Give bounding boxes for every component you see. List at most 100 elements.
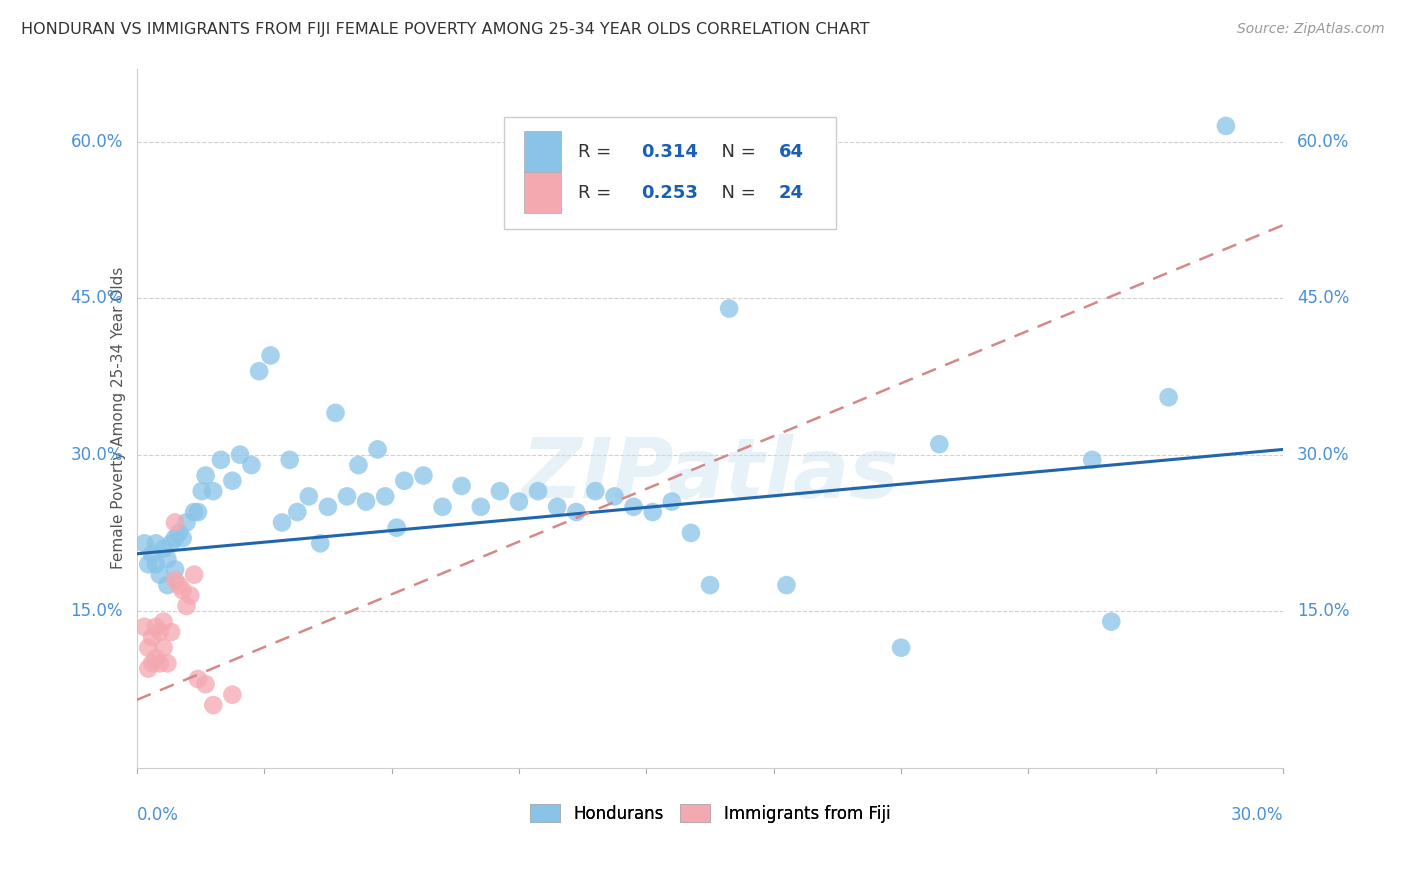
Point xyxy=(623,500,645,514)
Point xyxy=(450,479,472,493)
Point xyxy=(278,453,301,467)
Point xyxy=(679,525,702,540)
Point xyxy=(145,536,167,550)
Text: 45.0%: 45.0% xyxy=(1296,289,1350,307)
Point xyxy=(160,625,183,640)
Point xyxy=(298,489,321,503)
Point xyxy=(141,657,163,671)
Point xyxy=(699,578,721,592)
Text: HONDURAN VS IMMIGRANTS FROM FIJI FEMALE POVERTY AMONG 25-34 YEAR OLDS CORRELATIO: HONDURAN VS IMMIGRANTS FROM FIJI FEMALE … xyxy=(21,22,869,37)
Text: N =: N = xyxy=(710,144,762,161)
Point xyxy=(1215,119,1237,133)
Point xyxy=(156,552,179,566)
Point xyxy=(271,516,294,530)
Point xyxy=(136,640,159,655)
Text: ZIPatlas: ZIPatlas xyxy=(522,434,898,515)
Point xyxy=(163,531,186,545)
Point xyxy=(565,505,588,519)
Point xyxy=(354,494,377,508)
Point xyxy=(489,484,512,499)
Point xyxy=(149,567,172,582)
Point xyxy=(172,583,194,598)
Point xyxy=(145,558,167,572)
Text: Source: ZipAtlas.com: Source: ZipAtlas.com xyxy=(1237,22,1385,37)
Point xyxy=(775,578,797,592)
Point xyxy=(136,558,159,572)
Text: 60.0%: 60.0% xyxy=(70,133,124,151)
Point xyxy=(152,615,174,629)
Point xyxy=(336,489,359,503)
Point xyxy=(145,620,167,634)
Point xyxy=(134,536,156,550)
Point xyxy=(325,406,347,420)
Text: 64: 64 xyxy=(779,144,804,161)
Text: R =: R = xyxy=(578,184,617,202)
Text: 0.0%: 0.0% xyxy=(136,806,179,824)
Point xyxy=(141,630,163,644)
Point xyxy=(179,589,201,603)
Text: 60.0%: 60.0% xyxy=(1296,133,1350,151)
Point xyxy=(167,525,190,540)
Point xyxy=(394,474,416,488)
Point xyxy=(1157,390,1180,404)
Point xyxy=(194,677,217,691)
Point xyxy=(176,516,198,530)
Text: 0.253: 0.253 xyxy=(641,184,699,202)
Point xyxy=(145,651,167,665)
Point xyxy=(163,562,186,576)
Text: R =: R = xyxy=(578,144,617,161)
Point xyxy=(152,541,174,556)
Text: 0.314: 0.314 xyxy=(641,144,699,161)
Point xyxy=(508,494,530,508)
Point xyxy=(202,698,225,712)
Point xyxy=(134,620,156,634)
Point xyxy=(167,578,190,592)
Point xyxy=(527,484,550,499)
Point xyxy=(152,640,174,655)
Point xyxy=(367,442,389,457)
Point xyxy=(603,489,626,503)
Point xyxy=(209,453,232,467)
Point xyxy=(194,468,217,483)
Text: 24: 24 xyxy=(779,184,804,202)
Point xyxy=(187,505,209,519)
Point xyxy=(191,484,214,499)
Point xyxy=(928,437,950,451)
Point xyxy=(156,578,179,592)
Point xyxy=(229,448,252,462)
Point xyxy=(470,500,492,514)
Point xyxy=(221,474,243,488)
Point xyxy=(163,516,186,530)
Point xyxy=(163,573,186,587)
Point xyxy=(309,536,332,550)
Point xyxy=(546,500,568,514)
Point xyxy=(160,536,183,550)
Point xyxy=(1081,453,1104,467)
Point xyxy=(149,657,172,671)
Point xyxy=(259,349,281,363)
Point xyxy=(247,364,270,378)
Point xyxy=(285,505,308,519)
Point xyxy=(1099,615,1122,629)
Point xyxy=(583,484,606,499)
Point xyxy=(176,599,198,613)
Point xyxy=(141,547,163,561)
Point xyxy=(183,567,205,582)
Point xyxy=(718,301,741,316)
Point xyxy=(240,458,263,472)
Point xyxy=(890,640,912,655)
Text: 30.0%: 30.0% xyxy=(1296,446,1350,464)
Y-axis label: Female Poverty Among 25-34 Year Olds: Female Poverty Among 25-34 Year Olds xyxy=(111,267,125,569)
FancyBboxPatch shape xyxy=(524,172,561,213)
Point xyxy=(347,458,370,472)
Point xyxy=(432,500,454,514)
Point xyxy=(136,662,159,676)
FancyBboxPatch shape xyxy=(503,118,837,229)
Legend: Hondurans, Immigrants from Fiji: Hondurans, Immigrants from Fiji xyxy=(523,797,897,830)
Point xyxy=(172,531,194,545)
Point xyxy=(316,500,339,514)
Point xyxy=(156,657,179,671)
Point xyxy=(661,494,683,508)
Point xyxy=(202,484,225,499)
Point xyxy=(187,672,209,686)
